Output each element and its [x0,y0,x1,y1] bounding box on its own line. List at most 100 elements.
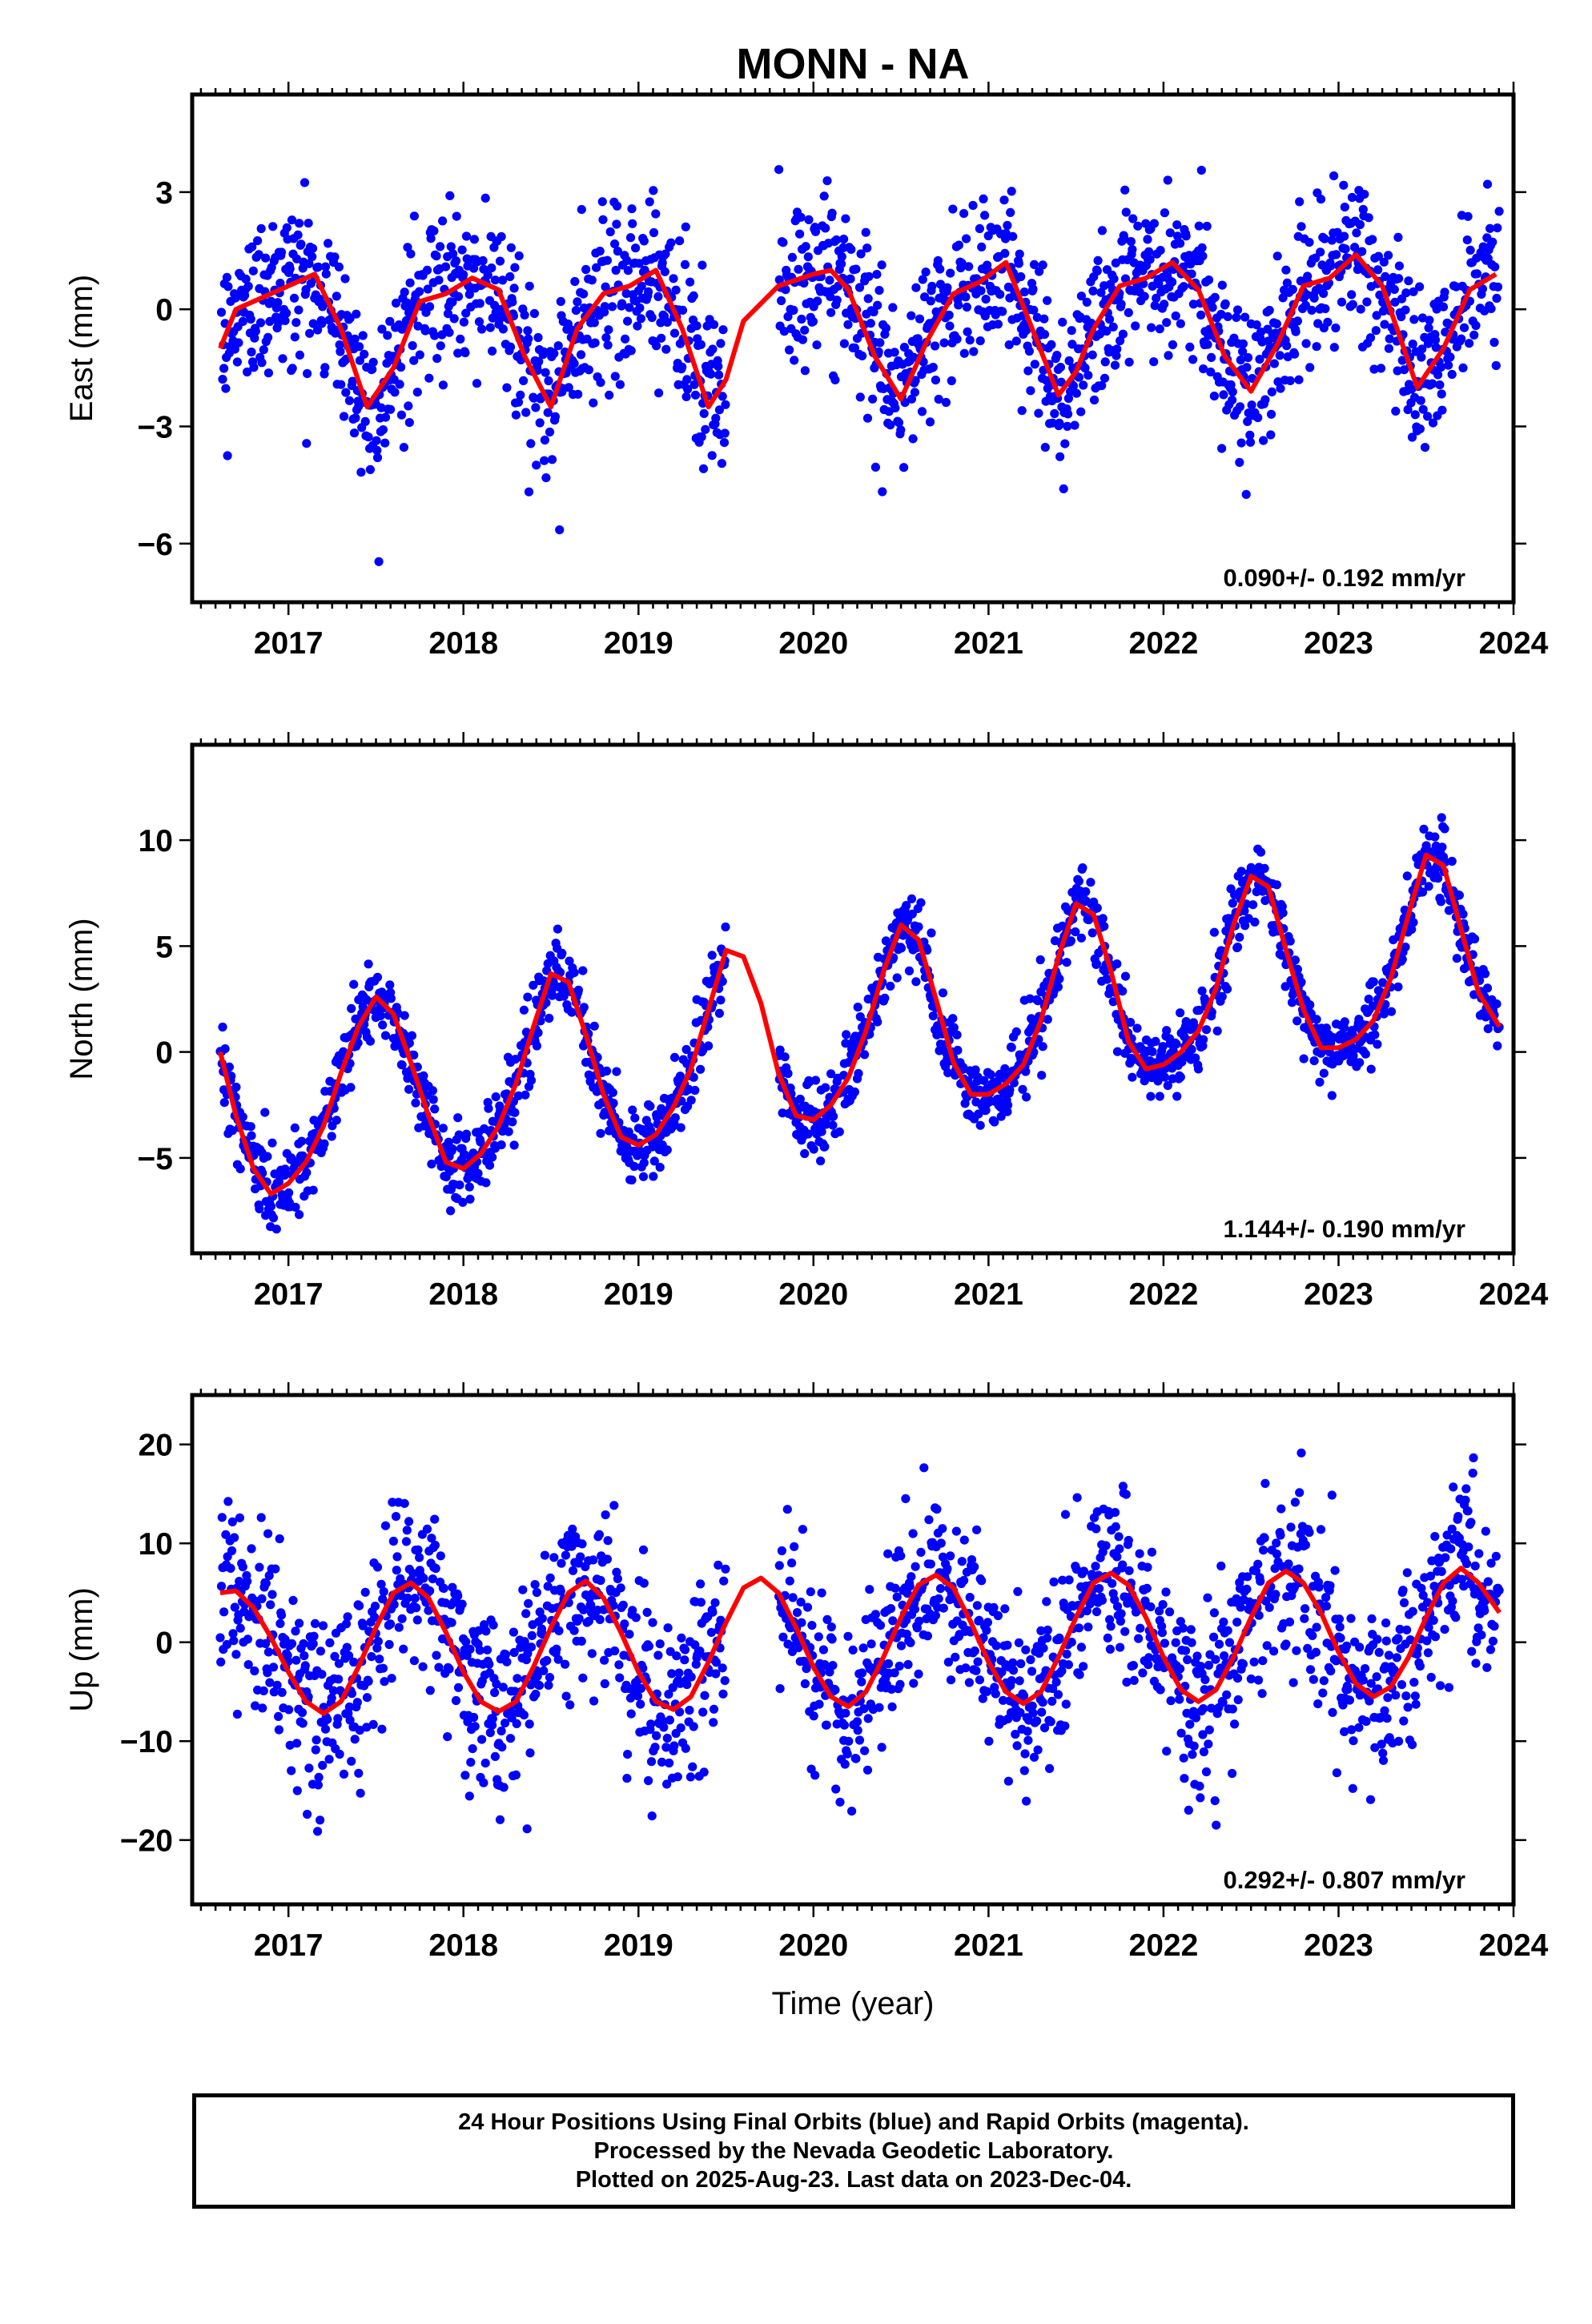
up-point [545,1673,555,1683]
north-point [1250,917,1260,927]
east-point [1292,316,1302,326]
north-point [1454,891,1464,900]
up-point [419,1574,428,1583]
north-point [649,1156,659,1166]
east-point [677,305,688,315]
east-point [1120,234,1129,244]
east-point [977,242,987,251]
east-point [1393,366,1402,376]
east-point [633,321,642,331]
east-point [921,267,931,277]
east-point [785,345,794,355]
east-point [1245,430,1255,440]
up-point [826,1622,836,1632]
east-point [302,439,312,448]
east-point [1384,344,1393,353]
up-point [475,1646,484,1655]
east-point [621,334,630,344]
north-point [971,1065,980,1075]
north-point [284,1188,294,1198]
east-point [469,263,479,273]
east-point [981,295,991,304]
up-point [910,1604,919,1614]
up-point [215,1633,225,1642]
up-point [858,1643,868,1653]
up-point [299,1638,308,1649]
north-point [327,1132,336,1141]
east-point [863,294,873,304]
north-point [513,1091,524,1100]
east-point [969,347,979,356]
east-point [826,308,836,317]
east-point [409,211,419,221]
east-point [1007,187,1016,196]
east-point [415,287,424,296]
east-point [1267,387,1276,396]
east-point [259,345,268,355]
up-point [300,1661,310,1671]
east-point [556,296,565,307]
north-point [1355,1058,1365,1068]
north-point [952,1030,962,1039]
north-point [817,1127,826,1136]
east-point [1288,284,1297,294]
east-point [813,296,822,306]
up-point [274,1711,283,1721]
east-point [1290,349,1300,359]
east-point [403,243,412,252]
east-point [485,323,495,332]
up-point [646,1757,657,1767]
up-point [556,1586,565,1596]
up-point [428,1574,438,1584]
east-point [257,358,267,368]
east-point [446,242,456,251]
up-point [639,1578,649,1588]
east-point [564,383,573,392]
north-point [1146,1092,1156,1101]
up-point [600,1655,609,1665]
north-point [547,991,557,1000]
up-point [677,1633,686,1642]
north-point [519,1005,529,1015]
east-point [516,390,525,400]
up-point [890,1668,899,1678]
east-point [1208,303,1217,312]
up-point [439,1583,448,1593]
east-point [975,223,984,234]
east-point [1394,274,1404,283]
up-point [392,1566,401,1575]
east-point [1316,195,1326,204]
north-point [255,1204,264,1214]
north-point [589,1021,599,1031]
up-point [664,1690,673,1699]
north-point [842,1030,851,1039]
north-point [1492,999,1502,1009]
east-point [855,392,865,402]
up-point [587,1649,597,1659]
east-point [1350,243,1360,252]
north-point [1419,824,1429,834]
east-point [1093,255,1103,265]
east-point [1379,257,1389,267]
east-point [576,350,586,360]
north-point [1011,1027,1021,1036]
up-point [569,1626,579,1635]
east-point [378,425,388,435]
up-point [230,1533,239,1542]
north-point [385,980,395,990]
east-point [579,289,589,299]
east-point [380,412,391,422]
up-point [894,1661,904,1671]
up-point [542,1655,552,1666]
east-point [1236,356,1245,365]
north-point [1424,882,1433,891]
east-point [1238,339,1248,348]
north-point [1327,1091,1337,1100]
up-point [661,1743,671,1752]
east-point [1428,418,1438,428]
east-point [251,327,260,336]
east-point [523,326,533,336]
north-point [853,1003,862,1012]
east-point [292,254,302,263]
east-point [1463,211,1473,221]
